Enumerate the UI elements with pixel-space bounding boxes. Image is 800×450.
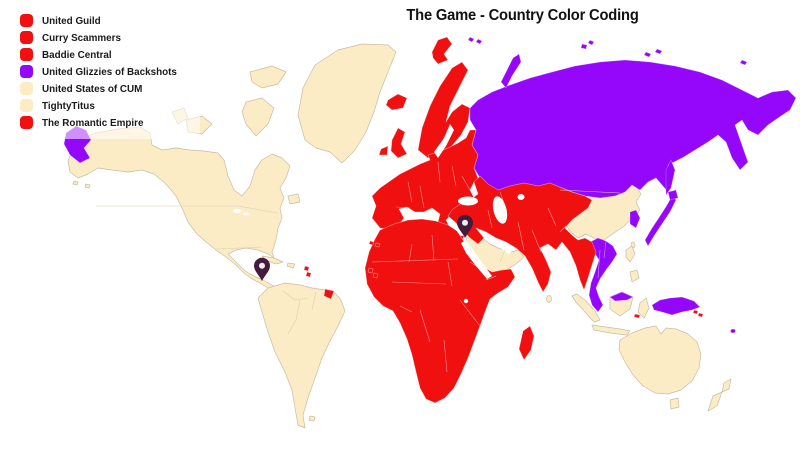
legend-label: Baddie Central: [42, 48, 112, 61]
region-sakhalin[interactable]: [665, 159, 676, 196]
region-hispaniola[interactable]: [286, 262, 296, 269]
legend: United Guild Curry Scammers Baddie Centr…: [12, 6, 200, 139]
red-sea: [461, 240, 492, 279]
marker-pin-eastern-mediterranean[interactable]: [457, 214, 473, 238]
region-franz-josef[interactable]: [467, 36, 483, 45]
persian-gulf: [498, 242, 514, 254]
region-sri-lanka[interactable]: [546, 295, 552, 303]
regions-red: [303, 36, 704, 404]
region-russia[interactable]: [469, 59, 797, 199]
region-greenland[interactable]: [297, 43, 397, 164]
legend-swatch: [20, 14, 33, 27]
region-new-guinea[interactable]: [651, 296, 701, 316]
lake-victoria: [463, 298, 469, 304]
region-ireland[interactable]: [378, 145, 389, 156]
region-novaya-zemlya[interactable]: [500, 53, 522, 89]
sea-overlays: [233, 124, 525, 304]
legend-item: TightyTitus: [20, 99, 186, 112]
regions-purple: [63, 36, 797, 334]
legend-item: Baddie Central: [20, 48, 186, 61]
legend-item: Curry Scammers: [20, 31, 186, 44]
legend-swatch: [20, 65, 33, 78]
legend-label: Curry Scammers: [42, 31, 122, 44]
region-japan[interactable]: [644, 195, 677, 247]
legend-swatch: [20, 82, 33, 95]
marker-pin-central-america[interactable]: [254, 257, 270, 281]
baltic-sea: [434, 124, 454, 158]
legend-item: United Guild: [20, 14, 186, 27]
legend-item: United Glizzies of Backshots: [20, 65, 186, 78]
legend-swatch: [20, 48, 33, 61]
region-north-america[interactable]: [67, 126, 291, 294]
marker-pin-hole-1: [462, 219, 468, 226]
legend-swatch: [20, 116, 33, 129]
legend-label: The Romantic Empire: [42, 116, 144, 129]
region-korea[interactable]: [629, 209, 641, 229]
region-southwest-asia-india[interactable]: [447, 175, 597, 293]
region-hokkaido[interactable]: [667, 189, 679, 201]
region-baffin-island[interactable]: [241, 97, 275, 137]
region-philippines-mindanao[interactable]: [629, 269, 640, 283]
region-wrangel[interactable]: [739, 59, 748, 66]
region-south-america[interactable]: [257, 282, 346, 429]
region-madagascar[interactable]: [518, 325, 535, 361]
legend-item: The Romantic Empire: [20, 116, 186, 129]
legend-label: TightyTitus: [42, 99, 95, 112]
markers: [254, 214, 473, 281]
region-sulawesi[interactable]: [637, 297, 650, 319]
region-sumatra[interactable]: [571, 293, 601, 323]
region-java[interactable]: [591, 324, 631, 336]
caspian-sea: [492, 196, 508, 224]
region-canary-islands[interactable]: [368, 240, 381, 248]
aral-sea: [517, 194, 525, 200]
black-sea: [458, 196, 478, 206]
region-lesser-antilles[interactable]: [303, 265, 312, 278]
region-french-guiana[interactable]: [323, 288, 335, 300]
page-title: The Game - Country Color Coding: [406, 7, 639, 24]
great-lake-1: [233, 209, 241, 213]
region-indochina[interactable]: [588, 237, 618, 313]
region-malaysia-borneo[interactable]: [609, 291, 634, 302]
great-lake-2: [243, 212, 249, 216]
marker-pin-hole-2: [259, 262, 265, 269]
region-falklands[interactable]: [308, 415, 316, 422]
legend-label: United Guild: [42, 14, 101, 27]
region-aleutians[interactable]: [72, 180, 91, 189]
region-ellesmere-island[interactable]: [249, 65, 287, 89]
region-timor[interactable]: [633, 313, 641, 319]
region-uk[interactable]: [390, 127, 408, 159]
legend-item: United States of CUM: [20, 82, 186, 95]
region-fiji[interactable]: [730, 328, 736, 334]
borders-cream-countries: [96, 189, 621, 335]
region-cape-verde[interactable]: [367, 267, 379, 279]
region-newfoundland[interactable]: [287, 193, 301, 205]
region-australia[interactable]: [618, 325, 702, 395]
region-solomon-islands[interactable]: [692, 309, 704, 318]
region-svalbard[interactable]: [431, 36, 453, 65]
region-severnaya-zemlya[interactable]: [580, 39, 595, 50]
borders-colored-countries: [371, 161, 607, 373]
legend-swatch: [20, 31, 33, 44]
region-tasmania[interactable]: [669, 397, 680, 410]
legend-label: United States of CUM: [42, 82, 143, 95]
region-new-zealand-north[interactable]: [721, 378, 732, 393]
legend-swatch: [20, 99, 33, 112]
region-iceland[interactable]: [385, 93, 408, 111]
region-new-zealand-south[interactable]: [707, 391, 723, 412]
legend-label: United Glizzies of Backshots: [42, 65, 177, 78]
region-philippines-luzon[interactable]: [625, 245, 636, 263]
region-new-siberian-islands[interactable]: [643, 48, 663, 58]
